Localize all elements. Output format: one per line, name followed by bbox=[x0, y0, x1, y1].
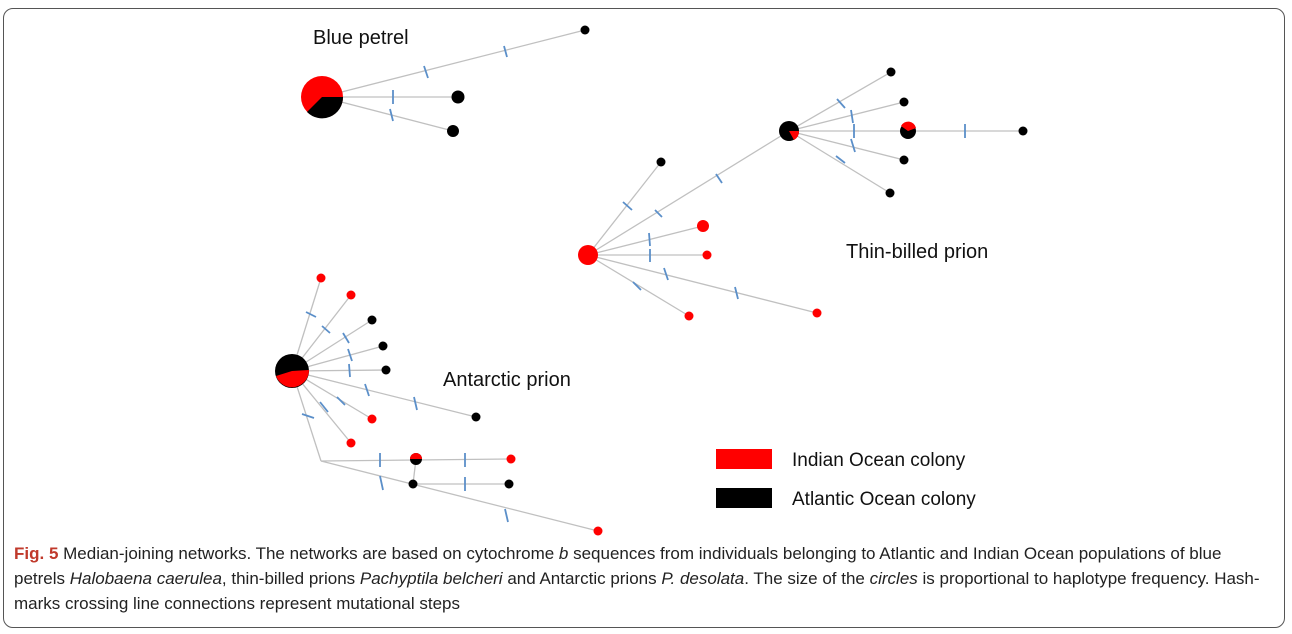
hash-mark bbox=[715, 173, 723, 184]
haplotype-node-blue-petrel-main bbox=[301, 76, 344, 119]
haplotype-node bbox=[886, 67, 896, 77]
hash-mark bbox=[663, 267, 669, 281]
haplotype-node bbox=[367, 315, 377, 325]
hash-mark bbox=[348, 363, 351, 378]
haplotype-node bbox=[346, 290, 356, 300]
hash-mark bbox=[413, 396, 418, 411]
haplotype-node-thin-billed-hub bbox=[779, 121, 800, 141]
label-blue-petrel: Blue petrel bbox=[313, 27, 409, 49]
haplotype-node bbox=[697, 220, 709, 232]
hash-mark bbox=[342, 332, 350, 344]
haplotype-node bbox=[899, 155, 909, 165]
legend: Indian Ocean colony Atlantic Ocean colon… bbox=[716, 449, 976, 510]
hash-mark bbox=[336, 396, 346, 406]
label-thin-billed-prion: Thin-billed prion bbox=[846, 241, 988, 263]
hash-mark bbox=[622, 201, 633, 211]
edge bbox=[321, 96, 454, 132]
haplotype-node bbox=[506, 454, 516, 464]
hash-mark bbox=[836, 98, 846, 109]
edge bbox=[788, 130, 891, 194]
legend-label-atlantic: Atlantic Ocean colony bbox=[792, 489, 976, 510]
edge bbox=[320, 460, 599, 532]
haplotype-node bbox=[408, 479, 418, 489]
haplotype-node bbox=[885, 188, 895, 198]
haplotype-node bbox=[684, 311, 694, 321]
hash-mark bbox=[850, 109, 854, 124]
haplotype-node bbox=[1018, 126, 1028, 136]
hash-mark bbox=[389, 108, 394, 122]
legend-label-indian: Indian Ocean colony bbox=[792, 450, 966, 471]
hash-mark bbox=[305, 311, 317, 318]
haplotype-node-antarctic-main bbox=[275, 354, 310, 388]
figure-caption: Fig. 5 Median-joining networks. The netw… bbox=[14, 544, 1260, 613]
haplotype-node-thin-billed-mixed bbox=[900, 121, 916, 139]
edge bbox=[321, 29, 586, 98]
hash-mark bbox=[423, 65, 429, 79]
hash-mark bbox=[835, 155, 846, 164]
edges bbox=[291, 29, 1023, 532]
hash-mark bbox=[734, 286, 739, 300]
hash-mark bbox=[379, 475, 384, 491]
label-antarctic-prion: Antarctic prion bbox=[443, 369, 571, 391]
legend-swatch-atlantic bbox=[716, 488, 772, 508]
edge bbox=[587, 254, 690, 317]
haplotype-node bbox=[580, 25, 590, 35]
edge bbox=[587, 130, 790, 256]
haplotype-node bbox=[381, 365, 391, 375]
haplotype-node bbox=[899, 97, 909, 107]
edge bbox=[587, 254, 818, 314]
hash-mark bbox=[503, 45, 508, 58]
hash-mark bbox=[319, 401, 329, 413]
haplotype-node-antarctic-mixed bbox=[410, 453, 422, 465]
caption-fig-number: Fig. 5 bbox=[14, 544, 59, 563]
hash-mark bbox=[632, 281, 642, 291]
hash-mark bbox=[321, 325, 331, 334]
haplotype-node bbox=[471, 412, 481, 422]
hash-mark bbox=[347, 348, 353, 362]
edge bbox=[587, 161, 662, 256]
hash-mark bbox=[850, 138, 856, 153]
haplotype-node bbox=[593, 526, 603, 536]
hash-mark bbox=[364, 383, 370, 397]
haplotype-node bbox=[316, 273, 326, 283]
haplotype-node bbox=[702, 250, 712, 260]
haplotype-node bbox=[346, 438, 356, 448]
haplotype-node bbox=[451, 90, 465, 104]
haplotype-node bbox=[656, 157, 666, 167]
haplotype-node bbox=[812, 308, 822, 318]
hash-mark bbox=[504, 508, 509, 523]
haplotype-nodes bbox=[275, 25, 1028, 536]
edge bbox=[587, 225, 704, 256]
haplotype-node bbox=[504, 479, 514, 489]
legend-swatch-indian bbox=[716, 449, 772, 469]
figure-frame bbox=[3, 8, 1285, 628]
mutation-hash-marks bbox=[301, 45, 966, 523]
edge bbox=[788, 101, 905, 132]
haplotype-node bbox=[367, 414, 377, 424]
network-diagram: Blue petrel Thin-billed prion Antarctic … bbox=[275, 25, 1028, 536]
hash-mark bbox=[654, 209, 663, 218]
haplotype-node bbox=[447, 125, 459, 137]
haplotype-node bbox=[378, 341, 388, 351]
haplotype-node bbox=[578, 245, 598, 265]
hash-mark bbox=[301, 413, 315, 419]
edge bbox=[291, 370, 477, 418]
edge bbox=[788, 130, 905, 161]
hash-mark bbox=[648, 232, 651, 247]
